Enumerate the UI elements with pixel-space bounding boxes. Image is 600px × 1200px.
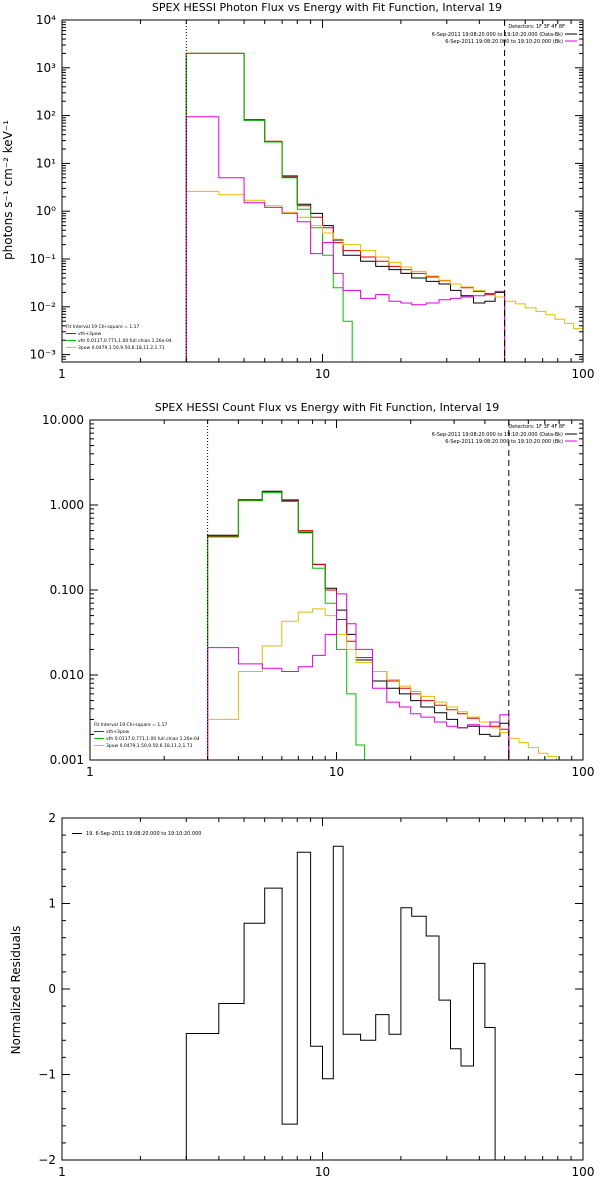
photon-series-0 — [185, 52, 506, 362]
count-ytick-label: 0.100 — [50, 583, 84, 597]
residuals-frame — [61, 817, 584, 1161]
count-legend-header: Detectors: 1F 3F 4F 8F — [508, 424, 565, 430]
photon-ytick-label: 10⁻¹ — [30, 252, 57, 266]
photon-legend-header: Detectors: 1F 3F 4F 8F — [508, 24, 565, 30]
count-fit-legend-entry: vth 0.0117,0.771,1.00 full chian 1.26e-0… — [106, 736, 200, 742]
photon-fit-legend-entry: vth+3pow — [78, 331, 102, 337]
residuals-ytick-label: 1 — [48, 897, 56, 911]
residuals-ytick-label: 0 — [48, 982, 56, 996]
photon-xtick-label: 1 — [58, 367, 66, 381]
count-legend-entry: 6-Sep-2011 19:08:20.000 to 19:10:20.000 … — [445, 439, 563, 445]
residuals-xtick-label: 1 — [58, 1165, 66, 1179]
photon-ytick-label: 10⁻³ — [30, 348, 57, 362]
photon-flux-panel: SPEX HESSI Photon Flux vs Energy with Fi… — [1, 1, 594, 381]
residuals-ytick-label: 2 — [48, 811, 56, 825]
count-series-0 — [207, 490, 510, 760]
count-series-group — [207, 490, 583, 760]
residuals-series-group — [185, 845, 496, 1160]
count-series-3 — [207, 608, 583, 760]
photon-ytick-label: 10⁰ — [36, 204, 56, 218]
photon-series-group — [185, 52, 583, 362]
residuals-xtick-label: 10 — [315, 1165, 330, 1179]
photon-ytick-label: 10² — [36, 109, 56, 123]
photon-series-1 — [185, 52, 506, 362]
count-ytick-label: 0.010 — [50, 668, 84, 682]
photon-xtick-label: 100 — [572, 367, 595, 381]
photon-ytick-label: 10⁴ — [36, 13, 56, 27]
count-flux-title: SPEX HESSI Count Flux vs Energy with Fit… — [155, 401, 499, 414]
count-fit-legend-header: Fit Interval 19 Chi-square = 1.17 — [94, 722, 168, 728]
photon-flux-ylabel: photons s⁻¹ cm⁻² keV⁻¹ — [1, 120, 15, 260]
count-ytick-label: 0.001 — [50, 753, 84, 767]
count-ytick-label: 10.000 — [42, 413, 84, 427]
photon-series-4 — [185, 116, 506, 362]
count-ytick-label: 1.000 — [50, 498, 84, 512]
count-series-1 — [207, 491, 510, 760]
photon-flux-title: SPEX HESSI Photon Flux vs Energy with Fi… — [152, 1, 502, 14]
count-xtick-label: 100 — [572, 765, 595, 779]
residuals-panel: Normalized Residuals 1 10 100 −2 −1 0 1 2 19. 6-… — [9, 811, 594, 1179]
residuals-ytick-label: −1 — [38, 1068, 56, 1082]
photon-fit-legend-entry: vth 0.0117,0.771,1.00 full chian 1.26e-0… — [78, 338, 172, 344]
residuals-legend-entry: 19. 6-Sep-2011 19:08:20.000 to 19:10:20.… — [86, 831, 201, 837]
count-legend-entry: 6-Sep-2011 19:08:20.000 to 19:10:20.000 … — [432, 432, 563, 438]
photon-xtick-label: 10 — [315, 367, 330, 381]
count-flux-panel: SPEX HESSI Count Flux vs Energy with Fit… — [42, 401, 594, 779]
residuals-ytick-label: −2 — [38, 1153, 56, 1167]
photon-ytick-label: 10³ — [36, 61, 56, 75]
photon-ytick-label: 10¹ — [36, 156, 56, 170]
photon-legend-entry: 6-Sep-2011 19:08:20.000 to 19:10:20.000 … — [445, 39, 563, 45]
count-fit-legend-entry: vth+3pow — [106, 729, 130, 735]
residuals-series-0 — [185, 845, 496, 1160]
residuals-ylabel: Normalized Residuals — [9, 926, 23, 1055]
photon-fit-legend-header: Fit Interval 19 Chi-square = 1.17 — [66, 324, 140, 330]
photon-ytick-label: 10⁻² — [30, 300, 57, 314]
count-xtick-label: 1 — [86, 765, 94, 779]
photon-series-3 — [185, 190, 583, 362]
photon-series-2 — [185, 52, 353, 362]
count-series-2 — [207, 492, 366, 760]
count-series-4 — [207, 593, 510, 760]
count-fit-legend-entry: 3pow 0.0479,1.50,9.50,6.18,11.2,1.71 — [106, 743, 193, 749]
photon-legend-entry: 6-Sep-2011 19:08:20.000 to 19:10:20.000 … — [432, 32, 563, 38]
photon-fit-legend-entry: 3pow 0.0479,1.50,9.50,6.18,11.2,1.71 — [78, 345, 165, 351]
count-xtick-label: 10 — [329, 765, 344, 779]
residuals-xtick-label: 100 — [572, 1165, 595, 1179]
